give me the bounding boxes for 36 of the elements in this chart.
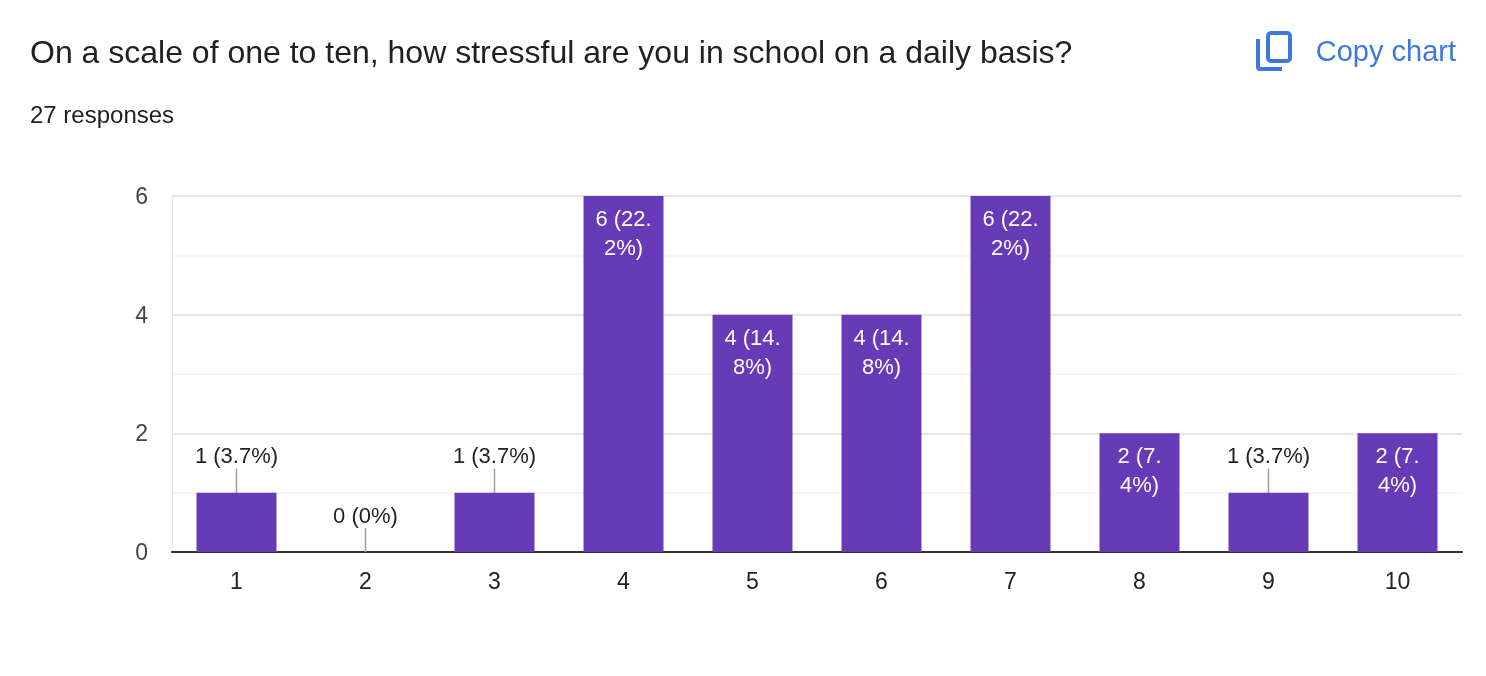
data-label: 4 (14.8%) <box>853 324 910 379</box>
bar <box>454 492 535 552</box>
bar <box>1099 433 1180 552</box>
x-tick-label: 4 <box>617 567 631 594</box>
x-tick-label: 6 <box>875 567 888 594</box>
text: Copy chart <box>1315 34 1456 68</box>
data-label: 1 (3.7%) <box>1226 443 1311 469</box>
bar <box>196 492 277 552</box>
y-tick-label: 2 <box>135 420 148 447</box>
data-label: 2 (7.4%) <box>1117 443 1162 498</box>
data-label: 6 (22.2%) <box>595 206 652 260</box>
bar <box>1357 433 1438 552</box>
data-label: 1 (3.7%) <box>452 443 537 469</box>
x-tick-label: 5 <box>746 567 759 594</box>
y-tick-label: 6 <box>135 183 148 209</box>
x-tick-label: 7 <box>1004 567 1017 594</box>
chart-title: On a scale of one to ten, how stressful are you in school on a daily basis? <box>30 34 1073 70</box>
data-label: 4 (14.8%) <box>724 324 781 379</box>
y-tick-label: 4 <box>135 301 149 328</box>
data-label: 2 (7.4%) <box>1375 443 1420 498</box>
chart-subtitle: 27 responses <box>30 100 175 128</box>
data-label: 0 (0%) <box>333 502 398 528</box>
bar <box>712 314 793 552</box>
x-tick-label: 9 <box>1262 567 1275 594</box>
bar <box>583 196 664 552</box>
data-label: 6 (22.2%) <box>982 206 1039 260</box>
x-tick-label: 8 <box>1133 567 1146 594</box>
bar <box>1228 492 1309 552</box>
x-tick-label: 2 <box>359 567 372 594</box>
x-tick-label: 1 <box>230 567 243 594</box>
data-label: 1 (3.7%) <box>194 443 279 469</box>
x-tick-label: 10 <box>1384 567 1411 594</box>
x-tick-label: 3 <box>488 567 501 594</box>
bar <box>970 196 1051 552</box>
bar <box>841 314 922 552</box>
y-tick-label: 0 <box>135 539 148 565</box>
